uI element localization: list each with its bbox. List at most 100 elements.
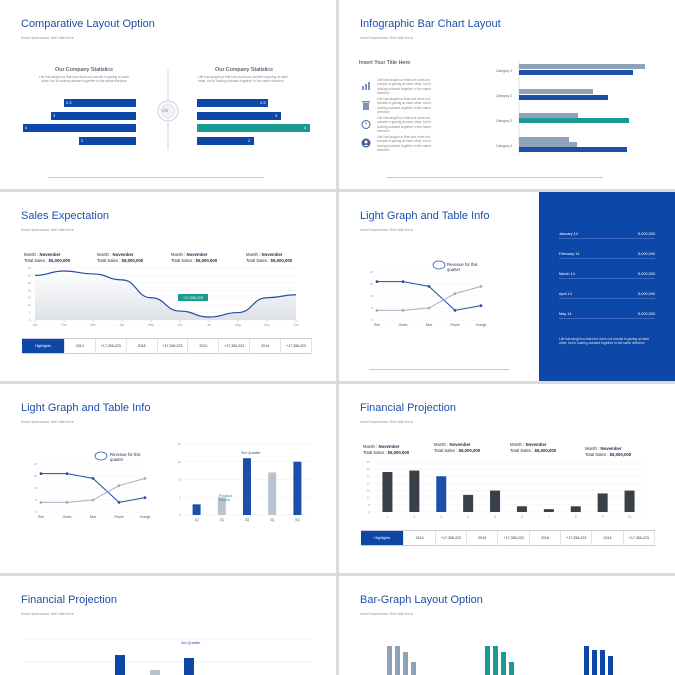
right-bar-2 [197,112,281,120]
right-heading: Our Company Statistics [215,67,273,73]
right-value-4: 2 [248,138,251,143]
month-stat-2: Month : November Total Sales : $5,000,00… [434,442,480,454]
x-tick-label: Green [399,323,408,327]
person-icon [361,135,371,148]
panel-row: May 14 5,000,000 [559,312,655,319]
trash-icon [361,97,371,110]
month-value: November [186,252,208,257]
month-value: November [112,252,134,257]
slide-subtitle: Insert Awesome Sub title here [360,611,414,616]
right-bar-3 [197,124,310,132]
y-tick-label: 15 [34,474,38,478]
data-point [401,309,405,312]
bar [217,497,226,515]
bar [192,504,201,515]
section-heading: Insert Your Title Here [359,60,411,66]
y-tick-label: 5 [371,306,373,310]
x-tick-label: 9 [602,515,604,519]
slide-title: Light Graph and Table Info [21,402,151,414]
x-tick-label: Mar [90,323,96,327]
y-tick-label: 0 [368,510,370,514]
x-tick-label: Aug [235,323,241,327]
data-point [479,304,483,307]
month-label: Month : [510,442,525,447]
x-tick-label: Feb [61,323,67,327]
slide-comparative-layout[interactable]: Comparative Layout Option Insert Awesome… [0,0,336,189]
quarter-bar-chart: 0 5 10 15 20 1Q 2Q 3Q 4Q 5Q [178,442,310,522]
slide-infographic-bar[interactable]: Infographic Bar Chart Layout Insert Awes… [339,0,675,189]
slide-financial-projection-2[interactable]: Financial Projection Insert Awesome Sub … [0,576,336,675]
bar [268,472,277,515]
x-tick-label: 2 [413,515,415,519]
slide-light-graph-table-2[interactable]: Light Graph and Table Info Insert Awesom… [0,384,336,573]
x-tick-label: Purple [450,323,459,327]
month-stat-2: Month : November Total Sales : $5,000,00… [97,252,143,264]
series-line [34,270,297,318]
x-tick-label: Blue [90,515,97,519]
table-cell: 2014 [404,531,436,545]
data-point [453,309,457,312]
category-label-4: Category 4 [496,144,513,148]
light-line-chart: 0 5 10 15 20 Red Green Blue Purple Orange [34,451,151,519]
bar [409,470,420,512]
bar [543,509,554,512]
y-tick-label: 15 [367,489,371,493]
table-cell: 2018 [530,531,562,545]
sales-value: $5,000,000 [458,447,481,453]
row-text-1: Life has taught us that love does not co… [377,78,432,95]
sales-value: $5,000,000 [534,447,557,453]
slide-title: Financial Projection [21,594,117,606]
y-tick-label: 30 [367,467,371,471]
category-label-3: Category 3 [496,119,513,123]
slide-bar-graph-layout[interactable]: Bar-Graph Layout Option Insert Awesome S… [339,576,675,675]
category-label-2: Category 2 [496,94,513,98]
data-point [375,309,379,312]
y-tick-label: 0 [29,318,31,322]
footer-line [48,177,264,178]
slide-light-graph-table[interactable]: Light Graph and Table Info Insert Awesom… [339,192,675,381]
bar [570,506,581,512]
right-body: Life has taught us that love does not co… [198,75,288,84]
category-label-1: Category 1 [496,69,513,73]
timer-icon [361,116,371,129]
table-cell: 2019 [467,531,499,545]
month-label: Month : [246,252,261,257]
sales-value: $5,000,000 [195,257,218,263]
slide-sales-expectation[interactable]: Sales Expectation Insert Awesome Sub tit… [0,192,336,381]
sales-label: Total Sales : [434,447,458,453]
x-tick-label: Red [374,323,380,327]
bar [490,490,501,512]
y-tick-label: 0 [371,318,373,322]
month-stat-1: Month : November Total Sales : $5,000,00… [24,252,70,264]
month-stat-3: Month : November Total Sales : $5,000,00… [510,442,556,454]
slide-title: Infographic Bar Chart Layout [360,18,501,30]
slide-financial-projection[interactable]: Financial Projection Insert Awesome Sub … [339,384,675,573]
x-tick-label: Jun [177,323,182,327]
left-body: Life has taught us that love does not co… [39,75,129,84]
vs-label: VS [162,108,169,113]
month-stat-3: Month : November Total Sales : $5,000,00… [171,252,217,264]
table-cell: 2014 [65,339,96,353]
sales-label: Total Sales : [585,451,609,457]
x-tick-label: Apr [120,323,126,327]
y-tick-label: 20 [370,270,374,274]
slide-subtitle: Insert Awesome Sub title here [360,227,414,232]
slide-title: Financial Projection [360,402,456,414]
chart-annotation: Revenue for this quarter [110,452,141,462]
y-tick-label: 20 [367,481,371,485]
right-bar-1 [197,99,268,107]
x-tick-label: Green [63,515,72,519]
light-line-chart: 0 5 10 15 20 Red Green Blue Purple Orange [370,260,487,327]
slide-subtitle: Insert Awesome Sub title here [360,419,414,424]
bar-annotation-quarter: 3rd Quarter [181,641,201,645]
bar-annotation-quarter: 3rd Quarter [241,451,261,455]
highlights-label: Highlights [361,531,405,545]
x-tick-label: 4 [467,515,469,519]
grouped-bar-chart [387,646,613,675]
table-cell: +17,356,223 [561,531,593,545]
y-tick-label: 35 [367,460,371,464]
month-label: Month : [434,442,449,447]
x-tick-label: 7 [548,515,550,519]
table-cell: +17,356,223 [96,339,127,353]
data-point [65,501,69,504]
